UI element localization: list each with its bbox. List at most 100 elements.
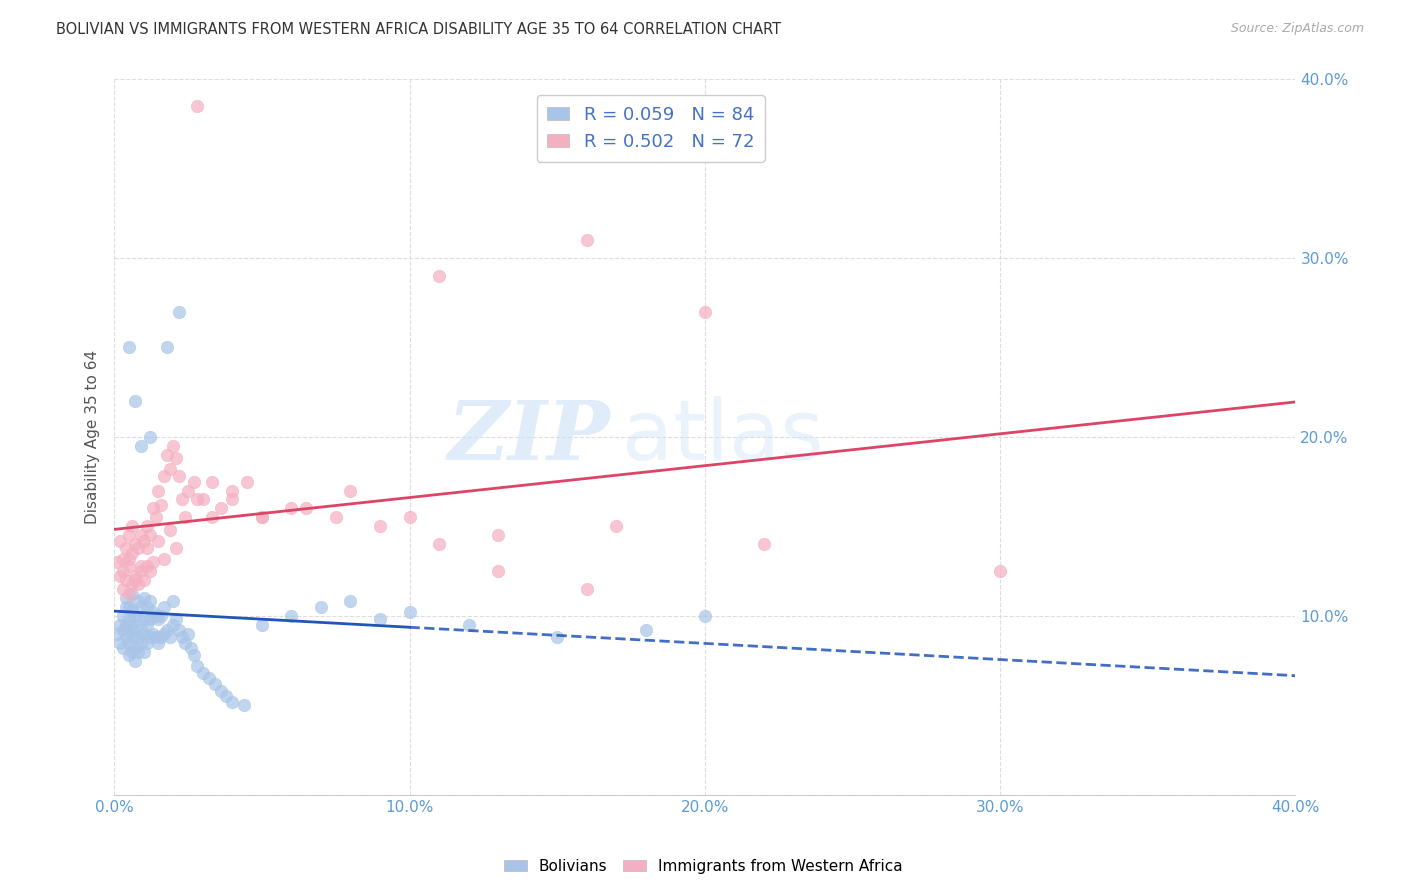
Point <box>546 630 568 644</box>
Point <box>457 617 479 632</box>
Text: ZIP: ZIP <box>447 397 610 477</box>
Point <box>172 492 194 507</box>
Point <box>115 630 138 644</box>
Point <box>124 653 146 667</box>
Point <box>186 99 208 113</box>
Point <box>138 430 160 444</box>
Point <box>156 340 179 354</box>
Point <box>153 469 176 483</box>
Point <box>124 573 146 587</box>
Point <box>236 475 259 489</box>
Point <box>124 394 146 409</box>
Point <box>339 483 361 498</box>
Point <box>118 587 141 601</box>
Point <box>121 546 143 560</box>
Point <box>174 510 197 524</box>
Point <box>159 462 181 476</box>
Point <box>129 528 152 542</box>
Point <box>124 608 146 623</box>
Point <box>129 439 152 453</box>
Point <box>368 519 391 533</box>
Point <box>167 304 190 318</box>
Point <box>153 599 176 614</box>
Point <box>121 630 143 644</box>
Point <box>118 648 141 662</box>
Point <box>183 648 205 662</box>
Point <box>183 475 205 489</box>
Point <box>280 608 302 623</box>
Point <box>159 630 181 644</box>
Point <box>127 576 149 591</box>
Point <box>108 617 131 632</box>
Point <box>156 623 179 637</box>
Point <box>121 519 143 533</box>
Point <box>118 551 141 566</box>
Point <box>132 612 155 626</box>
Text: BOLIVIAN VS IMMIGRANTS FROM WESTERN AFRICA DISABILITY AGE 35 TO 64 CORRELATION C: BOLIVIAN VS IMMIGRANTS FROM WESTERN AFRI… <box>56 22 782 37</box>
Point <box>124 623 146 637</box>
Point <box>112 551 135 566</box>
Point <box>486 528 509 542</box>
Point <box>165 612 187 626</box>
Point <box>135 599 157 614</box>
Point <box>132 573 155 587</box>
Point <box>129 558 152 573</box>
Point <box>127 612 149 626</box>
Point <box>138 612 160 626</box>
Point <box>177 626 200 640</box>
Text: Source: ZipAtlas.com: Source: ZipAtlas.com <box>1230 22 1364 36</box>
Point <box>250 510 273 524</box>
Point <box>368 612 391 626</box>
Point <box>150 498 173 512</box>
Point <box>118 340 141 354</box>
Point <box>167 469 190 483</box>
Point <box>148 533 170 548</box>
Point <box>142 501 165 516</box>
Point <box>112 640 135 655</box>
Point <box>172 630 194 644</box>
Point <box>221 483 243 498</box>
Point <box>115 573 138 587</box>
Point <box>191 666 214 681</box>
Point <box>135 541 157 555</box>
Point <box>145 608 167 623</box>
Point <box>121 617 143 632</box>
Point <box>138 630 160 644</box>
Point <box>221 492 243 507</box>
Point <box>108 635 131 649</box>
Point <box>129 635 152 649</box>
Point <box>153 626 176 640</box>
Point <box>132 626 155 640</box>
Point <box>124 569 146 583</box>
Point <box>398 510 420 524</box>
Point <box>153 551 176 566</box>
Point <box>127 594 149 608</box>
Point <box>233 698 256 713</box>
Point <box>605 519 627 533</box>
Point <box>142 626 165 640</box>
Point <box>180 640 202 655</box>
Point <box>339 594 361 608</box>
Point <box>575 582 598 596</box>
Point <box>427 268 450 283</box>
Point <box>129 599 152 614</box>
Point <box>309 599 332 614</box>
Point <box>197 672 219 686</box>
Point <box>156 448 179 462</box>
Point <box>118 528 141 542</box>
Point <box>105 555 128 569</box>
Point <box>201 510 224 524</box>
Point <box>118 612 141 626</box>
Point <box>221 695 243 709</box>
Point <box>427 537 450 551</box>
Point <box>108 569 131 583</box>
Point <box>135 558 157 573</box>
Point <box>162 439 184 453</box>
Point <box>112 582 135 596</box>
Point <box>118 599 141 614</box>
Point <box>295 501 318 516</box>
Point <box>132 533 155 548</box>
Point <box>112 623 135 637</box>
Point <box>201 475 224 489</box>
Point <box>105 626 128 640</box>
